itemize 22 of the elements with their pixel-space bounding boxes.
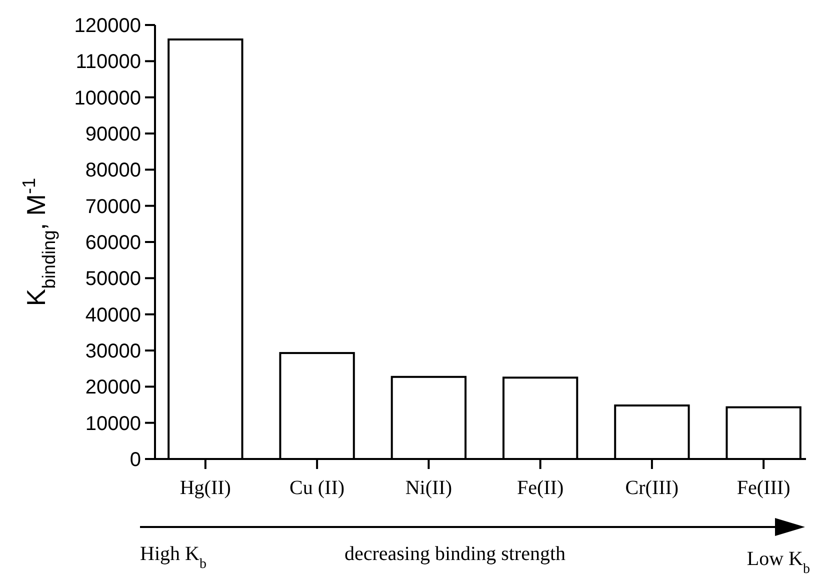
y-tick-label: 20000 [85, 376, 141, 399]
x-tick-label: Fe(II) [516, 477, 564, 499]
x-tick-label: Hg(II) [180, 477, 231, 499]
y-tick-label: 70000 [85, 196, 141, 218]
y-tick-label: 110000 [76, 51, 141, 74]
x-tick-label: Cr(III) [625, 477, 679, 499]
y-tick-label: 40000 [85, 304, 141, 326]
y-tick-label: 120000 [74, 15, 141, 37]
y-tick-label: 0 [130, 449, 141, 471]
x-tick-label: Cu (II) [290, 477, 345, 499]
y-tick-label: 60000 [85, 232, 141, 254]
text: decreasing binding strength [344, 543, 566, 565]
y-tick-label: 10000 [85, 412, 141, 435]
y-tick-label: 90000 [85, 124, 141, 146]
text: Low K$_{b}$ [746, 548, 810, 575]
y-tick-label: 80000 [85, 160, 141, 182]
x-tick-label: Ni(II) [405, 477, 452, 499]
y-tick-label: 100000 [74, 87, 141, 110]
x-tick-label: Fe(III) [736, 477, 790, 499]
y-tick-label: 30000 [85, 340, 141, 362]
y-tick-label: 50000 [85, 268, 141, 290]
text: High K$_{b}$ [140, 543, 206, 572]
